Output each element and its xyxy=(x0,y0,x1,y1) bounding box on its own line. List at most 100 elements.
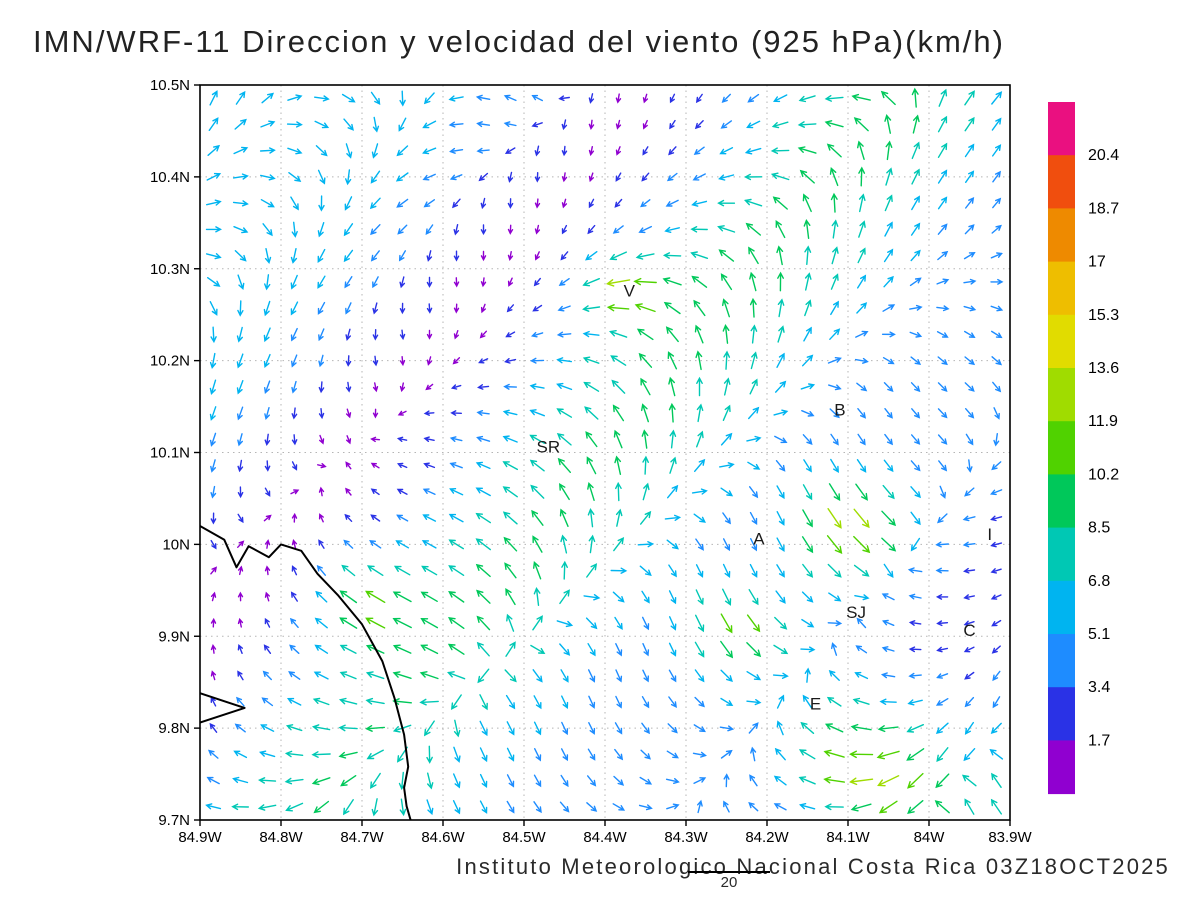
wind-arrow xyxy=(669,429,677,449)
wind-arrow xyxy=(908,646,922,653)
wind-arrow xyxy=(877,775,900,787)
wind-arrow xyxy=(422,514,437,522)
wind-arrow xyxy=(991,619,1002,627)
wind-arrow xyxy=(831,219,839,239)
wind-arrow xyxy=(449,436,463,442)
wind-arrow xyxy=(804,299,812,317)
wind-arrow xyxy=(420,644,439,655)
wind-arrow xyxy=(561,721,569,736)
wind-arrow xyxy=(615,669,623,683)
wind-arrow xyxy=(477,384,490,390)
colorbar-tick-label: 13.6 xyxy=(1088,360,1119,377)
wind-arrow xyxy=(992,144,1002,157)
station-label: SR xyxy=(536,438,560,457)
wind-arrow xyxy=(856,382,868,392)
wind-arrow xyxy=(264,274,271,291)
wind-arrow xyxy=(447,643,465,655)
wind-arrow xyxy=(561,695,569,710)
wind-arrow xyxy=(369,197,381,210)
wind-arrow xyxy=(884,221,893,237)
wind-arrow xyxy=(823,776,845,784)
wind-arrow xyxy=(448,590,465,603)
wind-arrow xyxy=(964,330,976,338)
wind-arrow xyxy=(450,384,462,390)
wind-arrow xyxy=(264,380,271,394)
wind-arrow xyxy=(399,382,406,393)
wind-arrow xyxy=(480,224,487,236)
wind-arrow xyxy=(583,594,601,601)
wind-arrow xyxy=(776,564,785,578)
wind-arrow xyxy=(804,667,811,683)
wind-arrow xyxy=(690,251,709,259)
y-tick-label: 10.3N xyxy=(150,261,190,278)
wind-arrow xyxy=(746,642,762,658)
wind-arrow xyxy=(561,198,568,209)
wind-arrow xyxy=(693,513,706,523)
wind-arrow xyxy=(258,750,276,758)
wind-arrow xyxy=(965,197,975,209)
wind-arrow xyxy=(855,645,868,654)
wind-arrow xyxy=(556,331,572,338)
wind-arrow xyxy=(476,589,491,604)
wind-arrow xyxy=(749,486,759,499)
wind-arrow xyxy=(962,515,976,522)
wind-arrow xyxy=(421,540,437,549)
wind-arrow xyxy=(878,800,898,814)
wind-arrow xyxy=(856,459,867,473)
wind-arrow xyxy=(615,508,623,527)
wind-arrow xyxy=(365,590,386,603)
wind-arrow xyxy=(991,117,1002,131)
wind-arrow xyxy=(366,749,384,760)
wind-arrow xyxy=(640,199,651,208)
station-label: E xyxy=(810,695,821,714)
wind-arrow xyxy=(210,617,217,628)
wind-arrow xyxy=(773,644,789,655)
wind-arrow xyxy=(773,803,787,811)
y-tick-label: 10.5N xyxy=(150,77,190,94)
wind-arrow xyxy=(369,772,381,790)
wind-arrow xyxy=(802,354,814,367)
wind-arrow xyxy=(317,301,326,315)
wind-arrow xyxy=(345,381,352,393)
wind-arrow xyxy=(234,723,246,733)
wind-arrow xyxy=(369,539,382,549)
wind-arrow xyxy=(910,222,921,236)
wind-arrow xyxy=(285,802,304,812)
x-tick-label: 84.6W xyxy=(421,829,465,846)
wind-arrow xyxy=(450,694,462,711)
wind-arrow xyxy=(744,147,762,155)
wind-arrow xyxy=(829,328,841,340)
wind-arrow xyxy=(884,114,892,134)
wind-arrow xyxy=(691,488,708,495)
wind-arrow xyxy=(532,535,543,553)
wind-arrow xyxy=(397,224,408,235)
colorbar-tick-label: 1.7 xyxy=(1088,732,1110,749)
wind-arrow xyxy=(345,461,352,470)
wind-arrow xyxy=(691,200,708,207)
wind-arrow xyxy=(534,748,542,762)
wind-arrow xyxy=(312,697,330,706)
wind-arrow xyxy=(669,93,676,104)
wind-arrow xyxy=(669,119,676,130)
wind-arrow xyxy=(234,118,247,130)
x-tick-label: 84.5W xyxy=(502,829,546,846)
wind-arrow xyxy=(317,222,325,238)
wind-arrow xyxy=(453,224,460,236)
x-tick-label: 83.9W xyxy=(988,829,1032,846)
wind-arrow xyxy=(586,456,597,475)
wind-arrow xyxy=(669,616,677,631)
wind-arrow xyxy=(853,117,869,132)
y-tick-label: 10N xyxy=(162,536,190,553)
wind-arrow xyxy=(642,455,649,475)
wind-arrow xyxy=(318,381,325,394)
wind-arrow xyxy=(937,223,948,235)
wind-arrow xyxy=(856,617,867,629)
wind-arrow xyxy=(505,641,516,657)
wind-arrow xyxy=(857,140,865,160)
wind-arrow xyxy=(318,539,325,549)
wind-arrow xyxy=(615,146,621,156)
wind-arrow xyxy=(395,540,410,549)
wind-arrow xyxy=(291,565,298,576)
wind-arrow xyxy=(264,591,270,602)
wind-arrow xyxy=(341,564,356,577)
